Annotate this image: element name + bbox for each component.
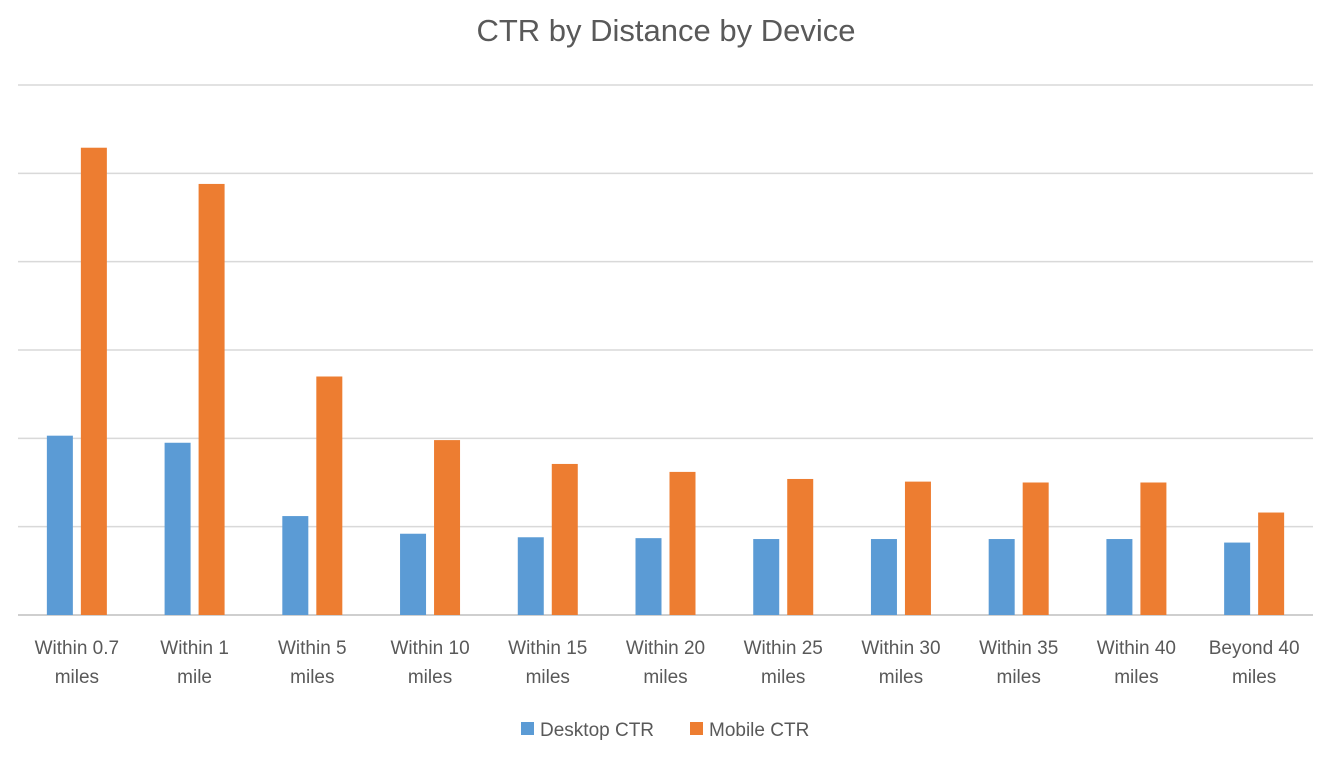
bar-desktop-ctr bbox=[870, 539, 897, 615]
legend-label: Mobile CTR bbox=[709, 720, 809, 741]
legend-swatch bbox=[690, 722, 703, 735]
x-tick-label: Within 5 bbox=[278, 638, 347, 659]
bar-mobile-ctr bbox=[198, 183, 225, 615]
bar-desktop-ctr bbox=[164, 442, 191, 615]
bar-mobile-ctr bbox=[80, 147, 107, 615]
x-tick-label: Within 10 bbox=[390, 638, 469, 659]
x-tick-label: miles bbox=[290, 667, 334, 688]
bar-desktop-ctr bbox=[635, 538, 662, 615]
bar-mobile-ctr bbox=[551, 463, 578, 615]
bar-desktop-ctr bbox=[400, 533, 427, 615]
chart-title: CTR by Distance by Device bbox=[476, 13, 855, 48]
legend-swatch bbox=[521, 722, 534, 735]
bar-mobile-ctr bbox=[1258, 512, 1285, 615]
bar-desktop-ctr bbox=[1224, 542, 1251, 615]
x-tick-label: Within 1 bbox=[160, 638, 229, 659]
bars bbox=[46, 147, 1285, 615]
x-tick-label: Within 35 bbox=[979, 638, 1058, 659]
x-tick-label: miles bbox=[408, 667, 452, 688]
bar-desktop-ctr bbox=[517, 537, 544, 615]
bar-mobile-ctr bbox=[434, 440, 461, 615]
x-tick-label: miles bbox=[997, 667, 1041, 688]
bar-mobile-ctr bbox=[1022, 482, 1049, 615]
x-tick-label: miles bbox=[879, 667, 923, 688]
x-tick-label: Within 25 bbox=[744, 638, 823, 659]
x-tick-label: Beyond 40 bbox=[1209, 638, 1300, 659]
x-tick-label: Within 0.7 bbox=[35, 638, 119, 659]
legend: Desktop CTR Mobile CTR bbox=[521, 720, 809, 741]
x-tick-label: miles bbox=[1114, 667, 1158, 688]
x-tick-label: Within 15 bbox=[508, 638, 587, 659]
x-tick-label: miles bbox=[1232, 667, 1276, 688]
x-tick-label: Within 30 bbox=[861, 638, 940, 659]
bar-desktop-ctr bbox=[753, 539, 780, 615]
bar-mobile-ctr bbox=[787, 478, 814, 615]
bar-desktop-ctr bbox=[988, 539, 1015, 615]
bar-mobile-ctr bbox=[1140, 482, 1167, 615]
bar-mobile-ctr bbox=[316, 376, 343, 615]
x-tick-label: miles bbox=[526, 667, 570, 688]
x-tick-label: miles bbox=[761, 667, 805, 688]
bar-mobile-ctr bbox=[669, 471, 696, 615]
bar-desktop-ctr bbox=[1106, 539, 1133, 615]
gridlines bbox=[18, 84, 1313, 616]
x-tick-label: miles bbox=[643, 667, 687, 688]
x-tick-label: mile bbox=[177, 667, 212, 688]
legend-label: Desktop CTR bbox=[540, 720, 654, 741]
x-tick-label: Within 40 bbox=[1097, 638, 1176, 659]
bar-mobile-ctr bbox=[904, 481, 931, 615]
x-tick-label: miles bbox=[55, 667, 99, 688]
x-axis-labels: Within 0.7 miles Within 1 mile Within 5 miles… bbox=[35, 638, 1300, 688]
bar-desktop-ctr bbox=[282, 516, 309, 615]
x-tick-label: Within 20 bbox=[626, 638, 705, 659]
bar-desktop-ctr bbox=[46, 435, 73, 615]
